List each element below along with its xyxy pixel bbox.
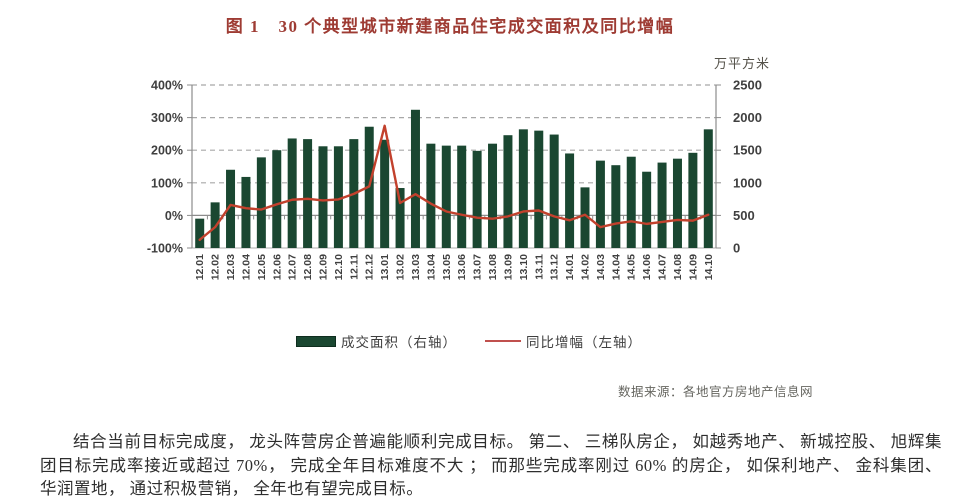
bar (395, 188, 405, 248)
x-axis-label: 12.05 (256, 254, 268, 280)
right-axis-tick-label: 1500 (733, 143, 762, 158)
x-axis-label: 13.08 (487, 254, 499, 280)
x-axis-label: 13.09 (502, 254, 514, 280)
bar (287, 138, 297, 248)
bar (626, 156, 636, 248)
x-axis-label: 14.08 (672, 254, 684, 280)
bar (657, 162, 667, 248)
bar (441, 145, 451, 248)
x-axis-label: 12.10 (333, 254, 345, 280)
x-axis-label: 13.10 (518, 254, 530, 280)
bar (642, 171, 652, 248)
bar (410, 109, 420, 248)
right-axis-tick-label: 2000 (733, 110, 762, 125)
bar (580, 187, 590, 248)
bar (380, 139, 390, 248)
x-axis-label: 13.06 (456, 254, 468, 280)
x-axis-label: 13.11 (533, 254, 545, 280)
bar (611, 165, 621, 248)
bar (488, 143, 498, 248)
bar (226, 169, 236, 248)
x-axis-label: 13.03 (410, 254, 422, 280)
combo-chart: -100% 0% 100% 200% 300% 400% 0 500 1000 1500 2000 2… (147, 78, 762, 281)
x-axis-label: 12.07 (287, 254, 299, 280)
bar (303, 139, 313, 248)
data-source-note: 数据来源：各地官方房地产信息网 (618, 385, 814, 399)
yoy-line (198, 124, 710, 242)
legend-label-bars: 成交面积（右轴） (341, 335, 457, 350)
left-axis-tick-label: 400% (151, 79, 183, 93)
x-axis-label: 13.07 (472, 254, 484, 280)
left-axis-tick-label: -100% (147, 242, 183, 256)
x-axis-label: 14.09 (687, 254, 699, 280)
x-axis-label: 14.06 (641, 254, 653, 280)
bar (256, 157, 266, 248)
bar (472, 150, 482, 248)
x-axis-label: 14.04 (610, 254, 622, 280)
left-axis-tick-label: 0% (165, 209, 183, 223)
x-axis-label: 13.02 (395, 254, 407, 280)
right-axis-unit-label: 万平方米 (714, 56, 771, 71)
x-axis-label: 12.12 (364, 254, 376, 280)
bar (503, 135, 513, 248)
x-axis-label: 14.05 (626, 254, 638, 280)
bar (318, 146, 328, 248)
x-axis-label: 13.04 (425, 254, 437, 280)
legend-item-bars: 成交面积（右轴） (296, 331, 457, 351)
body-paragraph: 结合当前目标完成度， 龙头阵营房企普遍能顺利完成目标。 第二、 三梯队房企， 如… (40, 432, 942, 498)
right-axis-tick-label: 2500 (733, 78, 762, 93)
right-axis-tick-label: 1000 (733, 175, 762, 190)
x-axis-label: 14.10 (703, 254, 715, 280)
x-axis-label: 14.07 (657, 254, 669, 280)
x-axis-label: 12.08 (302, 254, 314, 280)
bar (195, 218, 205, 248)
legend-item-line: 同比增幅（左轴） (485, 331, 642, 351)
x-axis-label: 14.01 (564, 254, 576, 280)
x-axis-label: 12.06 (271, 254, 283, 280)
x-axis-label: 12.03 (225, 254, 237, 280)
bar (688, 152, 698, 248)
x-axis-label: 13.12 (549, 254, 561, 280)
x-axis-label: 12.01 (194, 254, 206, 280)
left-axis-tick-label: 300% (151, 111, 183, 125)
x-axis-label: 13.05 (441, 254, 453, 280)
x-axis-label: 12.09 (318, 254, 330, 280)
chart-legend: 成交面积（右轴） 同比增幅（左轴） (296, 331, 642, 351)
x-axis-label: 14.02 (580, 254, 592, 280)
bar (518, 129, 528, 248)
line-series-swatch-icon (485, 340, 521, 342)
bar (703, 129, 713, 248)
bar (241, 176, 251, 248)
bar-series-swatch-icon (296, 335, 336, 347)
figure-title: 图 1 30 个典型城市新建商品住宅成交面积及同比增幅 (225, 17, 675, 36)
bar (426, 143, 436, 248)
bar (333, 146, 343, 248)
right-axis-tick-label: 0 (733, 241, 740, 256)
x-axis-label: 12.11 (348, 254, 360, 280)
left-axis-tick-label: 100% (151, 176, 183, 190)
x-axis-label: 14.03 (595, 254, 607, 280)
bar (595, 160, 605, 248)
x-axis-label: 12.02 (210, 254, 222, 280)
bar (534, 130, 544, 248)
bar (565, 153, 575, 248)
bar (272, 150, 282, 248)
x-axis-label: 13.01 (379, 254, 391, 280)
legend-label-line: 同比增幅（左轴） (526, 335, 642, 350)
right-axis-tick-label: 500 (733, 208, 755, 223)
left-axis-tick-label: 200% (151, 144, 183, 158)
x-axis-label: 12.04 (240, 254, 252, 280)
bar (457, 145, 467, 248)
bar (672, 158, 682, 248)
bar (549, 134, 559, 248)
